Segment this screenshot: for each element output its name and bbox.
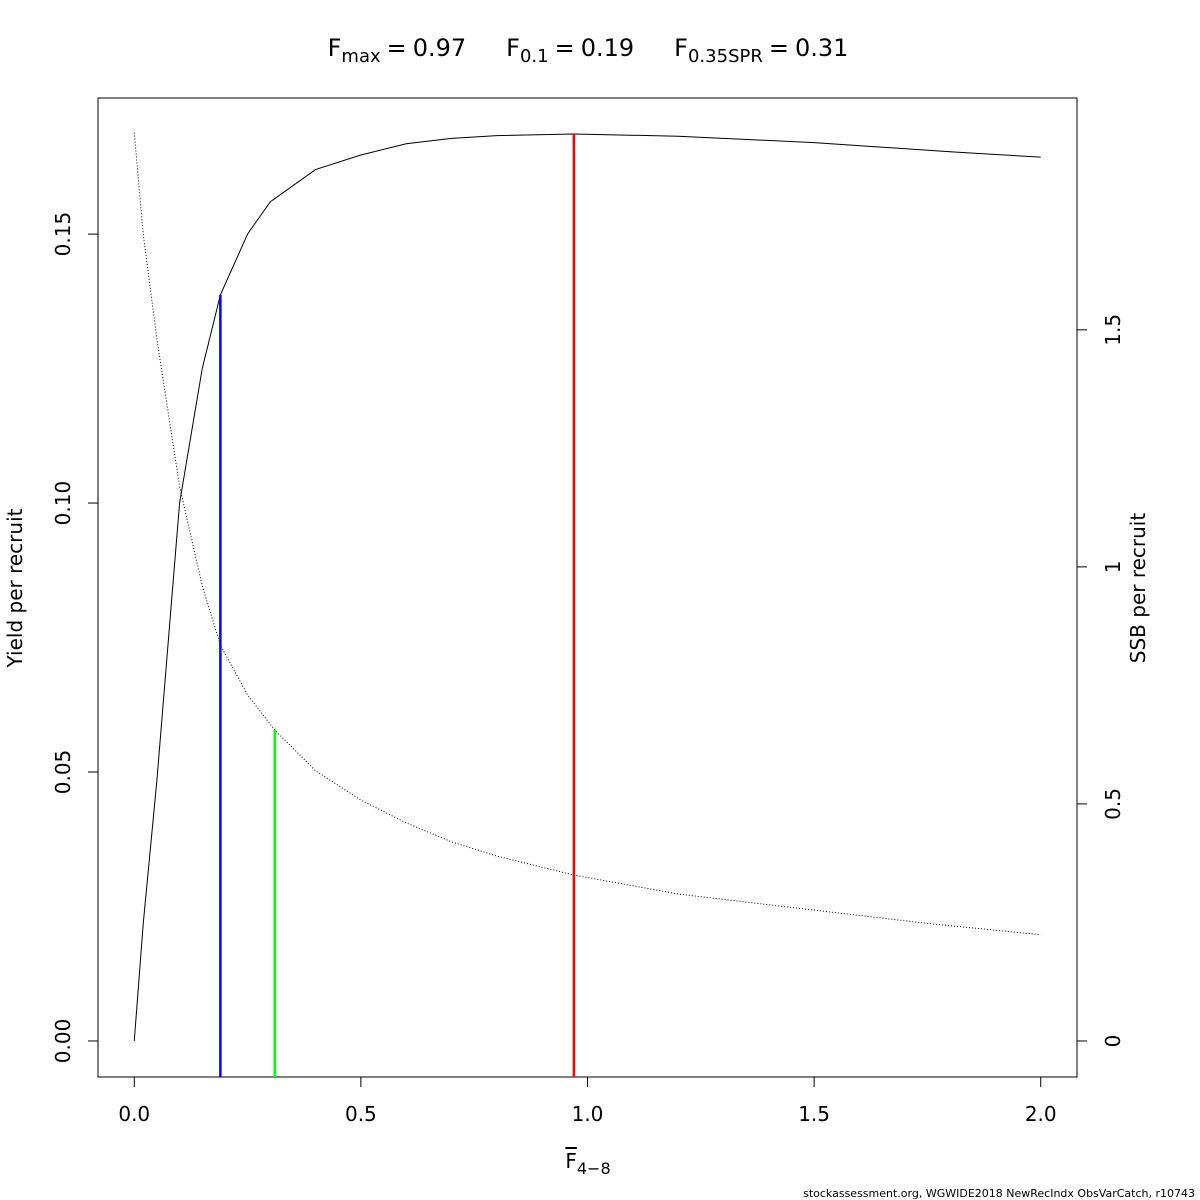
y-axis-label: Yield per recruit: [3, 508, 27, 668]
curve: [133, 133, 1041, 1041]
title-sub: 0.1: [520, 46, 549, 67]
plot-frame: [97, 97, 1078, 1078]
title-eq: =: [769, 34, 789, 62]
x-tick-label: 1.5: [798, 1102, 830, 1126]
curve: [133, 132, 1041, 936]
title-f: F: [506, 34, 520, 62]
title-sub: max: [341, 46, 381, 67]
y-tick-label: 0.05: [51, 750, 75, 795]
title-value: 0.97: [413, 34, 466, 62]
footer: stockassessment.org, WGWIDE2018 NewRecIn…: [803, 1187, 1195, 1200]
chart-title: Fmax = 0.97 F0.1 = 0.19 F0.35SPR = 0.31: [328, 34, 849, 67]
title-eq: =: [555, 34, 575, 62]
title-eq: =: [387, 34, 407, 62]
x-label-main: F: [565, 1149, 577, 1173]
y-tick-label: 0.10: [51, 481, 75, 526]
title-f: F: [674, 34, 688, 62]
x-tick-label: 0.5: [345, 1102, 377, 1126]
y2-tick-label: 1: [1101, 561, 1125, 574]
x-tick-label: 1.0: [572, 1102, 604, 1126]
title-value: 0.19: [581, 34, 634, 62]
title-sub: 0.35SPR: [688, 46, 763, 67]
title-f: F: [328, 34, 342, 62]
x-tick-label: 0.0: [118, 1102, 150, 1126]
x-tick-label: 2.0: [1025, 1102, 1057, 1126]
x-label-sub: 4−8: [577, 1159, 611, 1178]
y2-tick-label: 0: [1101, 1035, 1125, 1048]
x-axis-label: F4−8: [565, 1149, 610, 1178]
y2-tick-label: 0.5: [1101, 788, 1125, 820]
title-value: 0.31: [795, 34, 848, 62]
y2-tick-label: 1.5: [1101, 314, 1125, 346]
y2-axis-label: SSB per recruit: [1126, 513, 1150, 664]
y-tick-label: 0.15: [51, 212, 75, 257]
y-tick-label: 0.00: [51, 1019, 75, 1064]
